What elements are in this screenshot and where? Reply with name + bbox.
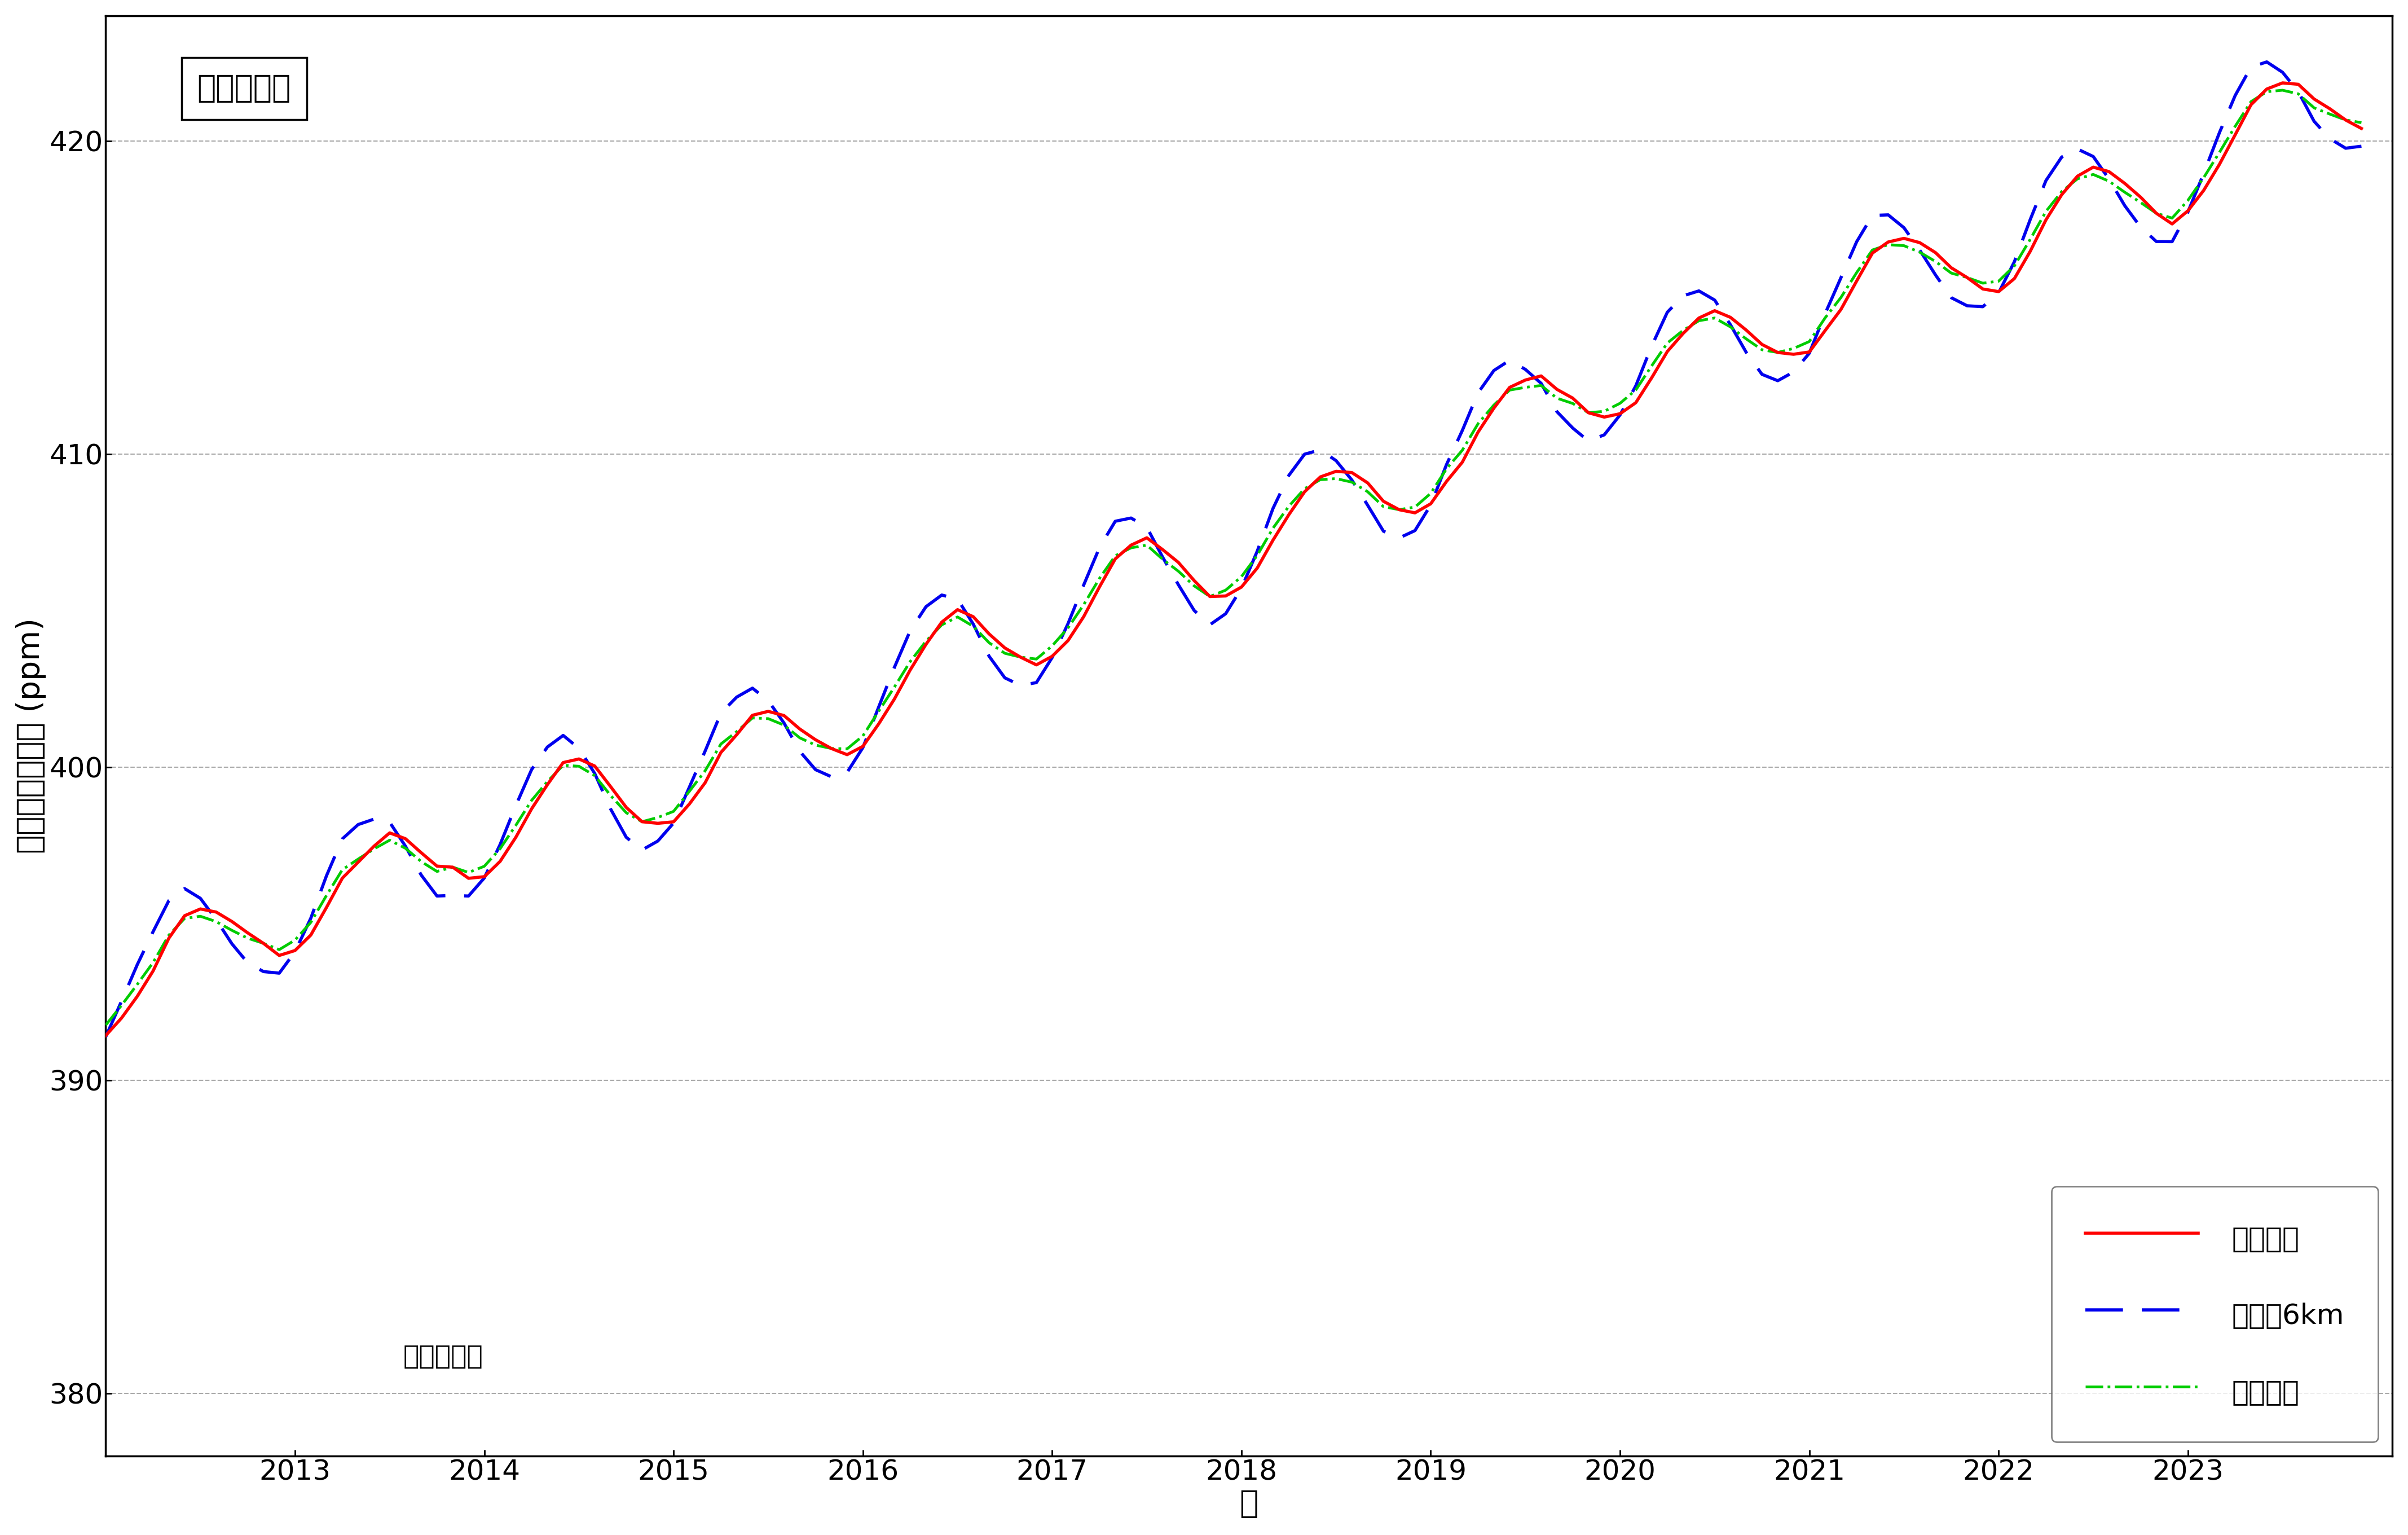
- 地表付近: [92, 1027, 120, 1045]
- Text: 月平均濃度: 月平均濃度: [402, 1345, 484, 1369]
- Legend: 地表付近, 高度約6km, 気柱平均: 地表付近, 高度約6km, 気柱平均: [2052, 1187, 2379, 1441]
- 高度約6km: [2251, 52, 2280, 71]
- 地表付近: [2348, 120, 2377, 138]
- X-axis label: 年: 年: [1240, 1489, 1259, 1520]
- 気柱平均: [785, 729, 814, 748]
- 地表付近: [1905, 233, 1934, 252]
- Line: 地表付近: 地表付近: [106, 83, 2362, 1036]
- 高度約6km: [421, 887, 450, 906]
- 高度約6km: [1700, 290, 1729, 309]
- 高度約6km: [248, 962, 277, 981]
- 高度約6km: [92, 1027, 120, 1045]
- 地表付近: [248, 935, 277, 953]
- 地表付近: [785, 720, 814, 738]
- 高度約6km: [785, 741, 814, 760]
- 高度約6km: [2348, 137, 2377, 155]
- 地表付近: [421, 857, 450, 875]
- Line: 高度約6km: 高度約6km: [106, 61, 2362, 1036]
- 高度約6km: [1936, 289, 1965, 307]
- 気柱平均: [248, 935, 277, 953]
- 気柱平均: [92, 1016, 120, 1035]
- 気柱平均: [1905, 243, 1934, 261]
- 地表付近: [1936, 258, 1965, 276]
- Line: 気柱平均: 気柱平均: [106, 91, 2362, 1025]
- 高度約6km: [1905, 241, 1934, 259]
- 気柱平均: [1700, 309, 1729, 327]
- 気柱平均: [2348, 114, 2377, 132]
- 地表付近: [2268, 74, 2297, 92]
- 気柱平均: [421, 863, 450, 881]
- Text: 南半球平均: 南半球平均: [197, 74, 291, 104]
- 気柱平均: [1936, 264, 1965, 282]
- Y-axis label: 二酸化炭素濃度 (ppm): 二酸化炭素濃度 (ppm): [17, 619, 46, 853]
- 地表付近: [1700, 301, 1729, 319]
- 気柱平均: [2268, 81, 2297, 100]
